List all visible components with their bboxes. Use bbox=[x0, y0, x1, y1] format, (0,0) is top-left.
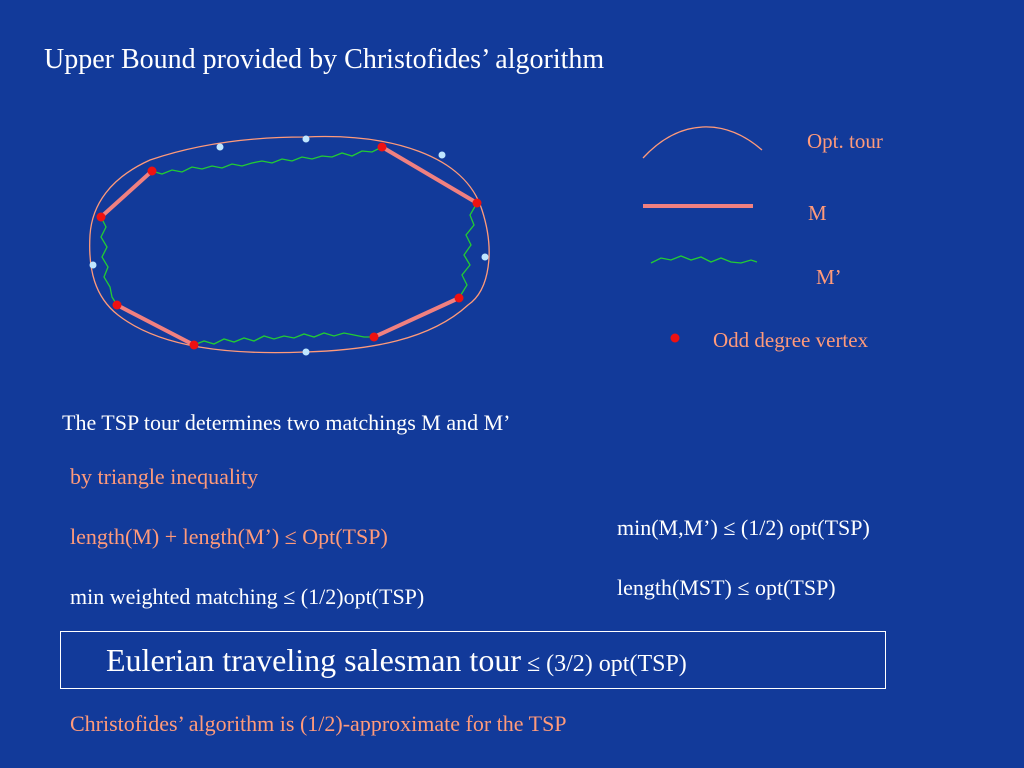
even-vertex bbox=[438, 151, 446, 159]
legend-m-prime-label: M’ bbox=[816, 265, 842, 289]
triangle-inequality-text: by triangle inequality bbox=[70, 464, 259, 489]
legend-m-label: M bbox=[808, 201, 827, 225]
even-vertex bbox=[302, 348, 310, 356]
even-vertices bbox=[89, 135, 489, 356]
tsp-matchings-text: The TSP tour determines two matchings M … bbox=[62, 410, 511, 435]
matching-m bbox=[99, 145, 479, 347]
m-prime-edge bbox=[193, 332, 374, 346]
result-text: Eulerian traveling salesman tour ≤ (3/2)… bbox=[106, 642, 687, 679]
even-vertex bbox=[481, 253, 489, 261]
m-prime-edge bbox=[100, 216, 118, 306]
odd-vertex bbox=[369, 332, 379, 342]
m-edge bbox=[380, 145, 479, 205]
even-vertex bbox=[89, 261, 97, 269]
odd-vertex bbox=[454, 293, 464, 303]
legend-opt-tour-label: Opt. tour bbox=[807, 129, 883, 153]
even-vertex bbox=[216, 143, 224, 151]
m-prime-edge bbox=[458, 202, 478, 299]
mst-length-text: length(MST) ≤ opt(TSP) bbox=[617, 575, 836, 600]
legend-odd-vertex-label: Odd degree vertex bbox=[713, 328, 869, 352]
result-box: Eulerian traveling salesman tour ≤ (3/2)… bbox=[60, 631, 886, 689]
odd-vertices bbox=[96, 142, 482, 350]
odd-vertex bbox=[472, 198, 482, 208]
odd-vertex bbox=[96, 212, 106, 222]
legend-odd-vertex-symbol bbox=[670, 333, 680, 343]
m-edge bbox=[99, 169, 154, 219]
length-sum-text: length(M) + length(M’) ≤ Opt(TSP) bbox=[70, 524, 388, 549]
footer-text: Christofides’ algorithm is (1/2)-approxi… bbox=[70, 711, 567, 736]
odd-vertex bbox=[147, 166, 157, 176]
legend-m-prime-symbol bbox=[650, 255, 758, 264]
odd-vertex bbox=[112, 300, 122, 310]
m-prime-edge bbox=[151, 146, 383, 175]
even-vertex bbox=[302, 135, 310, 143]
min-m-m-prime-text: min(M,M’) ≤ (1/2) opt(TSP) bbox=[617, 515, 870, 540]
odd-vertex bbox=[189, 340, 199, 350]
m-edge bbox=[372, 296, 461, 339]
result-main-text: Eulerian traveling salesman tour bbox=[106, 642, 521, 678]
odd-vertex bbox=[377, 142, 387, 152]
page-title: Upper Bound provided by Christofides’ al… bbox=[44, 44, 605, 75]
opt-tour-curve bbox=[89, 135, 490, 354]
result-bound-text: ≤ (3/2) opt(TSP) bbox=[520, 651, 687, 677]
matching-m-prime bbox=[100, 146, 478, 346]
m-edge bbox=[115, 303, 196, 347]
min-weighted-matching-text: min weighted matching ≤ (1/2)opt(TSP) bbox=[70, 584, 425, 609]
legend-opt-tour-symbol bbox=[642, 126, 763, 159]
